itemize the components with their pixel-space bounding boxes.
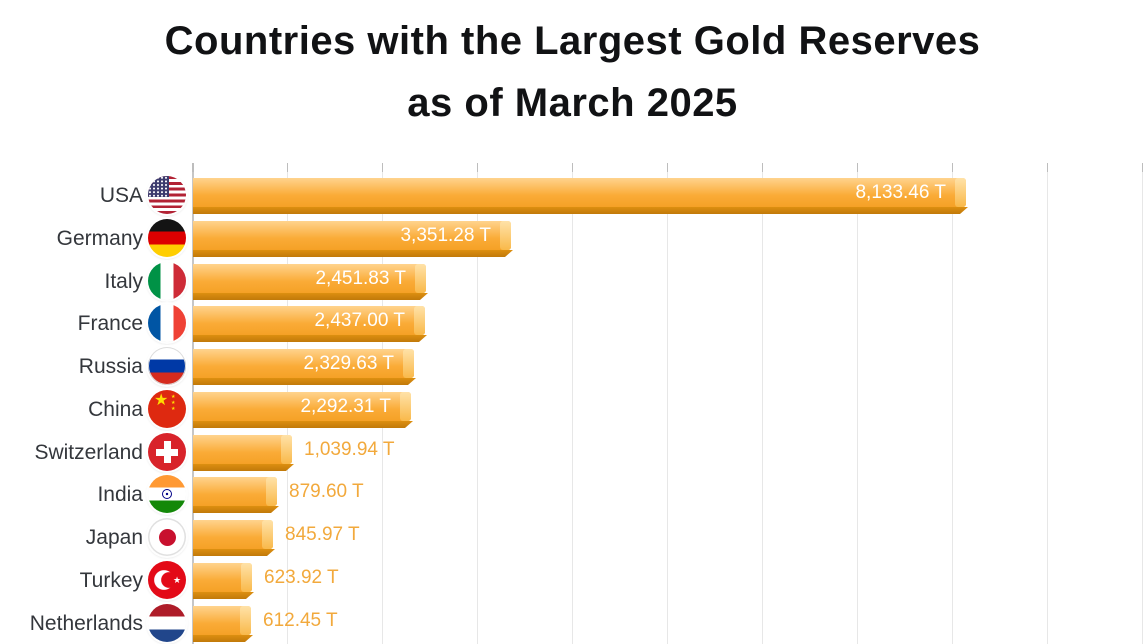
bar-usa: 8,133.46 T bbox=[193, 178, 966, 207]
bar-bottom-edge bbox=[193, 207, 968, 214]
flag-icon-japan bbox=[148, 518, 186, 556]
value-label: 2,329.63 T bbox=[303, 353, 394, 374]
bar-japan bbox=[193, 520, 273, 549]
bar-france: 2,437.00 T bbox=[193, 306, 425, 335]
country-label: Italy bbox=[104, 270, 143, 293]
bar-end-cap bbox=[414, 306, 425, 335]
value-label: 2,292.31 T bbox=[300, 396, 391, 417]
bar-india bbox=[193, 477, 277, 506]
chart-row: France 2,437.00 T bbox=[0, 304, 1145, 347]
gridline bbox=[572, 163, 573, 644]
flag-icon-italy bbox=[148, 262, 186, 300]
bar-italy: 2,451.83 T bbox=[193, 264, 426, 293]
bar-end-cap bbox=[403, 349, 414, 378]
flag-icon-russia bbox=[148, 347, 186, 385]
bar-end-cap bbox=[281, 435, 292, 464]
bar-bottom-edge bbox=[193, 635, 253, 642]
chart-row: Germany 3,351.28 T bbox=[0, 219, 1145, 262]
bar-bottom-edge bbox=[193, 506, 279, 513]
gridline bbox=[1047, 163, 1048, 644]
bar-bottom-edge bbox=[193, 464, 294, 471]
bar-end-cap bbox=[955, 178, 966, 207]
bar-end-cap bbox=[266, 477, 277, 506]
bar-end-cap bbox=[240, 606, 251, 635]
bar-turkey bbox=[193, 563, 252, 592]
flag-icon-netherlands bbox=[148, 604, 186, 642]
bar-germany: 3,351.28 T bbox=[193, 221, 511, 250]
country-label: Germany bbox=[56, 227, 143, 250]
gridline bbox=[952, 163, 953, 644]
chart-row: Italy 2,451.83 T bbox=[0, 262, 1145, 305]
value-label: 2,437.00 T bbox=[314, 310, 405, 331]
chart-row: China 2,292.31 T bbox=[0, 390, 1145, 433]
value-label: 2,451.83 T bbox=[315, 268, 406, 289]
chart-row: Japan 845.97 T bbox=[0, 518, 1145, 561]
bar-russia: 2,329.63 T bbox=[193, 349, 414, 378]
country-label: India bbox=[97, 483, 143, 506]
bar-bottom-edge bbox=[193, 549, 275, 556]
bar-bottom-edge bbox=[193, 335, 427, 342]
bar-bottom-edge bbox=[193, 250, 513, 257]
gridline bbox=[762, 163, 763, 644]
bar-bottom-edge bbox=[193, 378, 416, 385]
bar-switzerland bbox=[193, 435, 292, 464]
flag-icon-switzerland bbox=[148, 433, 186, 471]
chart-title-line1: Countries with the Largest Gold Reserves bbox=[164, 19, 981, 63]
flag-icon-india bbox=[148, 475, 186, 513]
bar-bottom-edge bbox=[193, 293, 428, 300]
bar-bottom-edge bbox=[193, 421, 413, 428]
flag-icon-germany bbox=[148, 219, 186, 257]
value-label: 3,351.28 T bbox=[400, 225, 491, 246]
chart-row: Turkey 623.92 T bbox=[0, 561, 1145, 604]
country-label: France bbox=[77, 312, 143, 335]
chart-title-line2: as of March 2025 bbox=[407, 81, 738, 125]
value-label: 1,039.94 T bbox=[304, 439, 395, 460]
value-label: 845.97 T bbox=[285, 524, 360, 545]
chart-title: Countries with the Largest Gold Reserves… bbox=[0, 10, 1145, 134]
country-label: USA bbox=[99, 184, 143, 207]
country-label: China bbox=[88, 398, 143, 421]
country-label: Switzerland bbox=[34, 441, 143, 464]
value-label: 8,133.46 T bbox=[855, 182, 946, 203]
value-label: 612.45 T bbox=[263, 610, 338, 631]
bar-netherlands bbox=[193, 606, 251, 635]
chart-row: Russia 2,329.63 T bbox=[0, 347, 1145, 390]
bar-china: 2,292.31 T bbox=[193, 392, 411, 421]
gridline bbox=[667, 163, 668, 644]
flag-icon-france bbox=[148, 304, 186, 342]
flag-icon-usa bbox=[148, 176, 186, 214]
flag-icon-china bbox=[148, 390, 186, 428]
bar-bottom-edge bbox=[193, 592, 254, 599]
chart-row: Netherlands 612.45 T bbox=[0, 604, 1145, 644]
value-label: 879.60 T bbox=[289, 481, 364, 502]
chart-row: USA 8,133.46 T bbox=[0, 176, 1145, 219]
gridline bbox=[477, 163, 478, 644]
flag-icon-turkey bbox=[148, 561, 186, 599]
country-label: Turkey bbox=[79, 569, 143, 592]
bar-end-cap bbox=[262, 520, 273, 549]
country-label: Netherlands bbox=[29, 612, 143, 635]
bar-end-cap bbox=[241, 563, 252, 592]
country-label: Japan bbox=[85, 526, 143, 549]
value-label: 623.92 T bbox=[264, 567, 339, 588]
gridline bbox=[1142, 163, 1143, 644]
bar-end-cap bbox=[415, 264, 426, 293]
chart-row: India 879.60 T bbox=[0, 475, 1145, 518]
bar-end-cap bbox=[500, 221, 511, 250]
gridline bbox=[857, 163, 858, 644]
chart-row: Switzerland 1,039.94 T bbox=[0, 433, 1145, 476]
bar-end-cap bbox=[400, 392, 411, 421]
country-label: Russia bbox=[78, 355, 143, 378]
